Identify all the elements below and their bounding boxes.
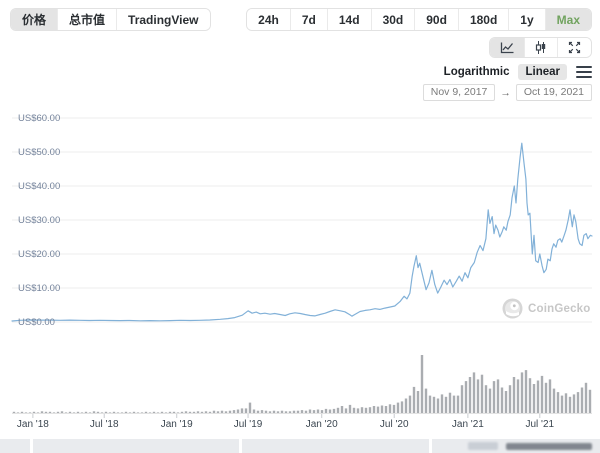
- volume-bars: [12, 355, 592, 413]
- range-30d[interactable]: 30d: [371, 9, 416, 30]
- svg-text:US$20.00: US$20.00: [18, 249, 60, 260]
- candlestick-icon: [535, 41, 546, 54]
- range-90d[interactable]: 90d: [415, 9, 459, 30]
- range-24h[interactable]: 24h: [247, 9, 291, 30]
- fullscreen-icon: [568, 41, 581, 54]
- tab-market-cap[interactable]: 总市值: [58, 9, 118, 30]
- footer-cropped-watermark: [506, 443, 592, 450]
- svg-text:US$50.00: US$50.00: [18, 147, 60, 158]
- price-line: [11, 142, 593, 322]
- svg-text:US$40.00: US$40.00: [18, 181, 60, 192]
- y-axis-labels: US$60.00 US$50.00 US$40.00 US$30.00 US$20.00…: [18, 113, 60, 328]
- svg-text:Jan '21: Jan '21: [452, 419, 484, 430]
- svg-text:Jul '19: Jul '19: [234, 419, 263, 430]
- date-range-arrow-icon: →: [500, 86, 511, 99]
- footer-cropped-logo: [468, 442, 498, 450]
- svg-text:US$10.00: US$10.00: [18, 283, 60, 294]
- chart-type-buttons: [489, 37, 592, 58]
- svg-text:Jan '18: Jan '18: [17, 419, 49, 430]
- range-180d[interactable]: 180d: [458, 9, 510, 30]
- chart-menu-icon[interactable]: [576, 64, 592, 81]
- range-max[interactable]: Max: [545, 9, 591, 30]
- start-date-input[interactable]: Nov 9, 2017: [422, 84, 496, 101]
- svg-text:Jul '20: Jul '20: [380, 419, 409, 430]
- fullscreen-button[interactable]: [558, 38, 591, 57]
- svg-text:Jan '20: Jan '20: [306, 419, 338, 430]
- cropped-footer-strip: [0, 439, 600, 453]
- svg-text:US$30.00: US$30.00: [18, 215, 60, 226]
- candlestick-button[interactable]: [525, 38, 558, 57]
- gridlines: [12, 117, 592, 323]
- coingecko-gecko-icon: [502, 298, 523, 319]
- x-axis-labels: Jan '18 Jul '18 Jan '19 Jul '19 Jan '20 Jul '…: [17, 419, 555, 430]
- footer-divider: [30, 439, 33, 453]
- footer-divider: [429, 439, 432, 453]
- linear-toggle[interactable]: Linear: [518, 64, 567, 80]
- view-tabs: 价格 总市值 TradingView: [10, 8, 211, 31]
- date-range-row: Nov 9, 2017 → Oct 19, 2021: [422, 84, 592, 101]
- tab-tradingview[interactable]: TradingView: [117, 9, 210, 30]
- range-1y[interactable]: 1y: [509, 9, 546, 30]
- scale-toggle-row: Logarithmic Linear: [444, 63, 592, 81]
- coingecko-watermark: CoinGecko: [502, 298, 591, 319]
- tab-price[interactable]: 价格: [11, 9, 59, 30]
- svg-text:US$60.00: US$60.00: [18, 113, 60, 124]
- range-buttons: 24h 7d 14d 30d 90d 180d 1y Max: [246, 8, 592, 31]
- svg-text:Jul '18: Jul '18: [90, 419, 119, 430]
- range-7d[interactable]: 7d: [290, 9, 328, 30]
- coingecko-watermark-label: CoinGecko: [528, 302, 591, 315]
- svg-text:Jul '21: Jul '21: [526, 419, 555, 430]
- svg-text:Jan '19: Jan '19: [161, 419, 193, 430]
- x-axis: [12, 413, 592, 418]
- svg-text:US$0.00: US$0.00: [18, 317, 55, 328]
- line-chart-icon: [500, 42, 514, 53]
- logarithmic-toggle[interactable]: Logarithmic: [443, 66, 510, 78]
- line-chart-button[interactable]: [490, 38, 525, 57]
- footer-divider: [239, 439, 242, 453]
- range-14d[interactable]: 14d: [327, 9, 372, 30]
- end-date-input[interactable]: Oct 19, 2021: [515, 84, 592, 101]
